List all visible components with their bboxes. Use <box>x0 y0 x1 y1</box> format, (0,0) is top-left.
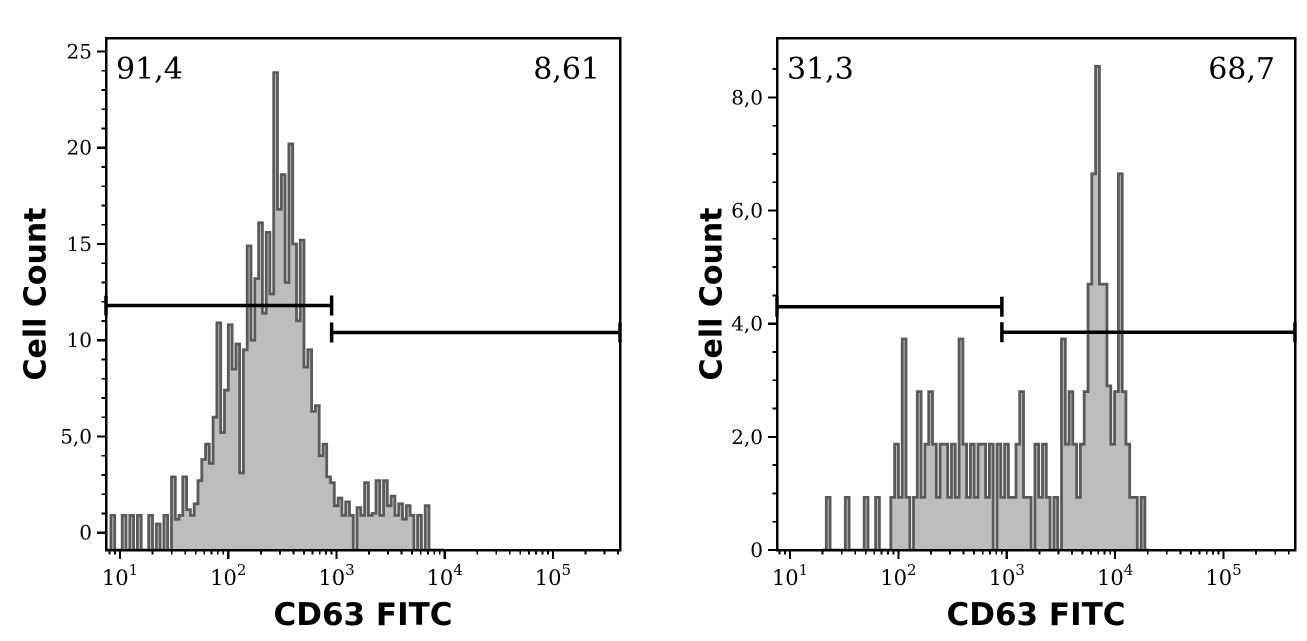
svg-text:8,0: 8,0 <box>731 85 763 109</box>
svg-text:103: 103 <box>318 561 354 590</box>
svg-text:0: 0 <box>750 538 763 562</box>
gate-percent-left-positive: 8,61 <box>533 52 600 87</box>
svg-text:15: 15 <box>67 232 92 256</box>
y-axis-title-right: Cell Count <box>694 207 730 381</box>
svg-text:6,0: 6,0 <box>731 199 763 223</box>
gate-percent-right-positive: 68,7 <box>1208 52 1275 87</box>
svg-text:102: 102 <box>880 561 916 590</box>
svg-text:2,0: 2,0 <box>731 425 763 449</box>
svg-text:104: 104 <box>427 561 463 590</box>
svg-text:0: 0 <box>79 521 92 545</box>
svg-text:4,0: 4,0 <box>731 312 763 336</box>
gate-percent-left-negative: 91,4 <box>116 52 183 87</box>
svg-text:101: 101 <box>772 561 808 590</box>
svg-text:25: 25 <box>67 39 92 63</box>
svg-text:20: 20 <box>67 136 92 160</box>
svg-text:5,0: 5,0 <box>60 424 92 448</box>
x-axis-title-right: CD63 FITC <box>946 597 1126 633</box>
gate-percent-right-negative: 31,3 <box>787 52 854 87</box>
svg-text:102: 102 <box>210 561 246 590</box>
svg-text:105: 105 <box>1205 561 1241 590</box>
svg-text:10: 10 <box>67 328 92 352</box>
y-axis-title-left: Cell Count <box>18 207 54 381</box>
svg-text:101: 101 <box>102 561 138 590</box>
svg-text:103: 103 <box>989 561 1025 590</box>
svg-text:104: 104 <box>1097 561 1133 590</box>
x-axis-title-left: CD63 FITC <box>273 597 453 633</box>
svg-text:105: 105 <box>535 561 571 590</box>
